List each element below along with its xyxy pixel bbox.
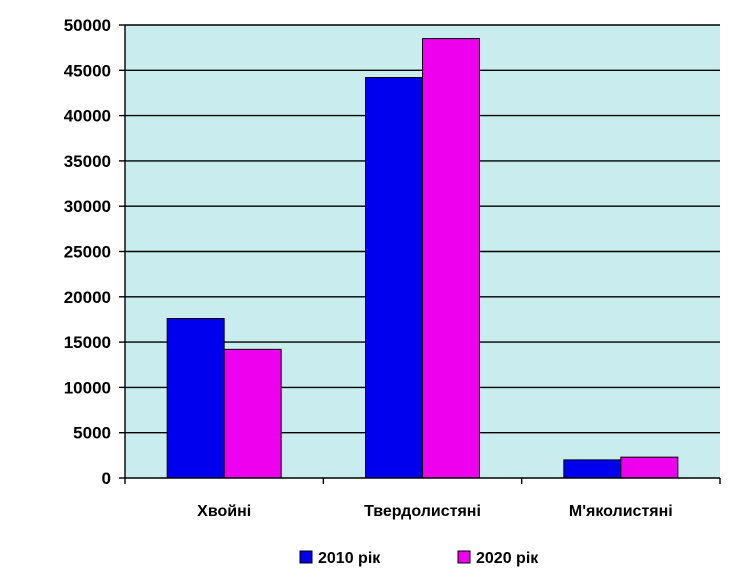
bar-2020-2 [620, 456, 679, 479]
y-tick-label-10: 50000 [64, 16, 111, 35]
y-tick-label-9: 45000 [64, 61, 111, 80]
y-tick-label-8: 40000 [64, 107, 111, 126]
bar-2010-0 [166, 318, 225, 479]
bar-2010-1 [365, 77, 423, 479]
legend-label-2020: 2020 рік [476, 550, 539, 567]
axes [119, 24, 721, 484]
y-tick-labels: 0 5000 10000 15000 20000 25000 30000 35000 40000… [64, 16, 111, 488]
y-tick-label-3: 15000 [64, 333, 111, 352]
bar-2010-2 [563, 459, 622, 479]
legend-swatch-2010 [299, 550, 313, 564]
y-tick-label-1: 5000 [73, 424, 111, 443]
category-labels: Хвойні Твердолистяні М'яколистяні [197, 503, 673, 520]
legend-label-2010: 2010 рік [318, 550, 381, 567]
bars [166, 38, 679, 479]
y-tick-label-0: 0 [102, 469, 111, 488]
y-tick-label-6: 30000 [64, 197, 111, 216]
legend: 2010 рік 2020 рік [299, 550, 539, 567]
y-tick-label-4: 20000 [64, 288, 111, 307]
bar-2020-1 [422, 38, 480, 479]
bar-2020-0 [223, 348, 282, 479]
y-tick-label-2: 10000 [64, 378, 111, 397]
y-tick-label-7: 35000 [64, 152, 111, 171]
legend-swatch-2020 [457, 550, 471, 564]
category-label-0: Хвойні [197, 503, 251, 520]
category-label-1: Твердолистяні [364, 503, 481, 520]
y-tick-label-5: 25000 [64, 243, 111, 262]
category-label-2: М'яколистяні [569, 503, 673, 520]
